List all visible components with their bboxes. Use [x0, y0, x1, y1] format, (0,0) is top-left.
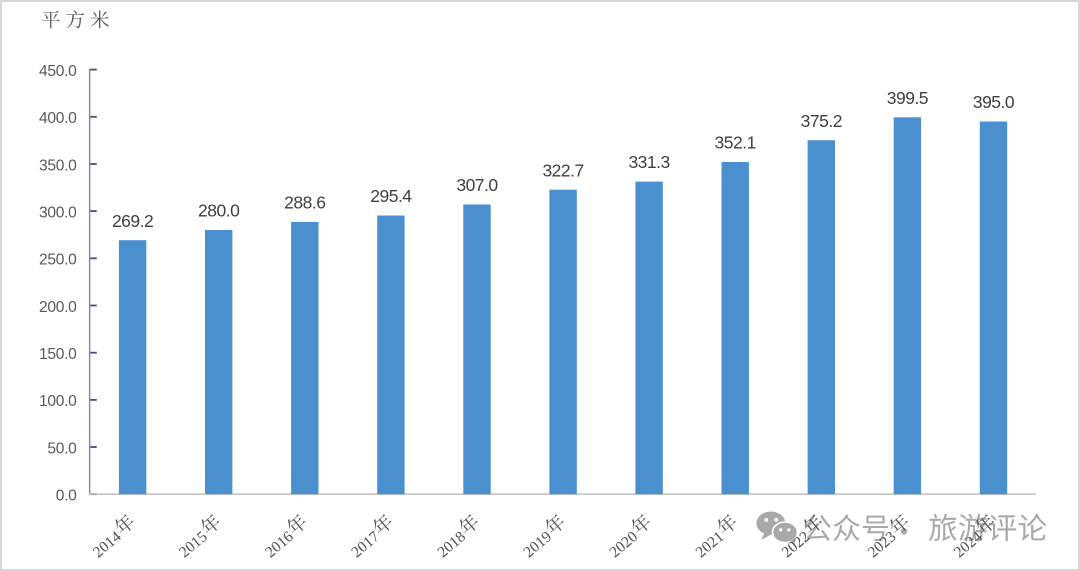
- svg-text:0.0: 0.0: [56, 488, 77, 505]
- svg-text:331.3: 331.3: [628, 152, 669, 172]
- svg-text:400.0: 400.0: [39, 110, 77, 127]
- svg-text:307.0: 307.0: [456, 175, 498, 195]
- svg-text:350.0: 350.0: [39, 157, 77, 174]
- svg-text:280.0: 280.0: [198, 201, 240, 221]
- svg-text:450.0: 450.0: [39, 63, 77, 80]
- svg-text:295.4: 295.4: [370, 186, 412, 206]
- svg-text:250.0: 250.0: [39, 252, 77, 269]
- svg-text:288.6: 288.6: [284, 193, 325, 213]
- svg-text:200.0: 200.0: [39, 299, 77, 316]
- svg-text:395.0: 395.0: [973, 92, 1015, 112]
- svg-text:100.0: 100.0: [39, 393, 77, 410]
- svg-text:269.2: 269.2: [112, 211, 153, 231]
- svg-text:322.7: 322.7: [542, 160, 583, 180]
- svg-text:300.0: 300.0: [39, 205, 77, 222]
- svg-text:375.2: 375.2: [801, 111, 842, 131]
- svg-text:150.0: 150.0: [39, 346, 77, 363]
- svg-text:50.0: 50.0: [47, 440, 77, 457]
- svg-text:352.1: 352.1: [715, 133, 756, 153]
- svg-text:399.5: 399.5: [887, 88, 928, 108]
